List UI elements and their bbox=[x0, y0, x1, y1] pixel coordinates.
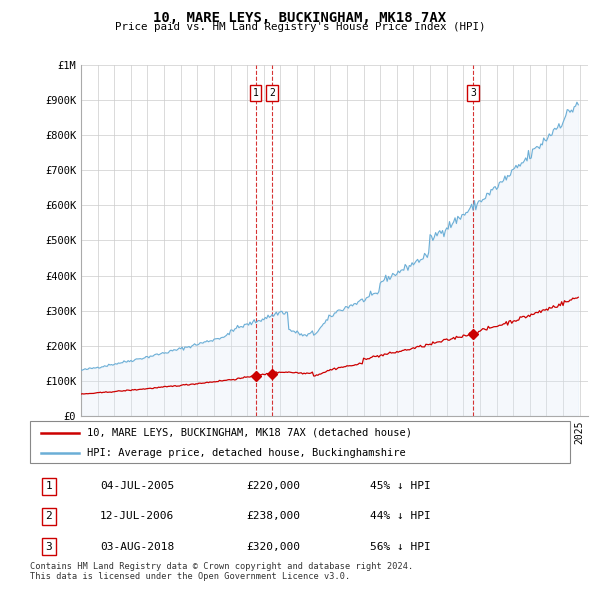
Text: HPI: Average price, detached house, Buckinghamshire: HPI: Average price, detached house, Buck… bbox=[86, 448, 406, 457]
Text: 04-JUL-2005: 04-JUL-2005 bbox=[100, 481, 175, 491]
Text: £320,000: £320,000 bbox=[246, 542, 300, 552]
Text: 10, MARE LEYS, BUCKINGHAM, MK18 7AX (detached house): 10, MARE LEYS, BUCKINGHAM, MK18 7AX (det… bbox=[86, 428, 412, 438]
Text: 3: 3 bbox=[46, 542, 52, 552]
Text: 44% ↓ HPI: 44% ↓ HPI bbox=[370, 512, 431, 522]
Text: Contains HM Land Registry data © Crown copyright and database right 2024.
This d: Contains HM Land Registry data © Crown c… bbox=[30, 562, 413, 581]
Text: 45% ↓ HPI: 45% ↓ HPI bbox=[370, 481, 431, 491]
Text: Price paid vs. HM Land Registry's House Price Index (HPI): Price paid vs. HM Land Registry's House … bbox=[115, 22, 485, 32]
Text: £238,000: £238,000 bbox=[246, 512, 300, 522]
Text: 12-JUL-2006: 12-JUL-2006 bbox=[100, 512, 175, 522]
Text: 3: 3 bbox=[470, 88, 476, 98]
Text: 2: 2 bbox=[46, 512, 52, 522]
Text: 1: 1 bbox=[46, 481, 52, 491]
Text: 10, MARE LEYS, BUCKINGHAM, MK18 7AX: 10, MARE LEYS, BUCKINGHAM, MK18 7AX bbox=[154, 11, 446, 25]
Text: 56% ↓ HPI: 56% ↓ HPI bbox=[370, 542, 431, 552]
Text: 03-AUG-2018: 03-AUG-2018 bbox=[100, 542, 175, 552]
Text: 1: 1 bbox=[253, 88, 259, 98]
Text: 2: 2 bbox=[269, 88, 275, 98]
FancyBboxPatch shape bbox=[30, 421, 570, 463]
Text: £220,000: £220,000 bbox=[246, 481, 300, 491]
